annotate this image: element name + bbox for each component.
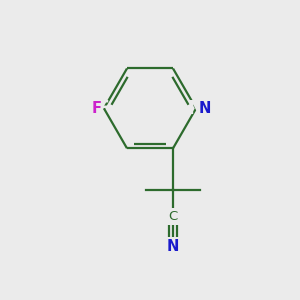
Text: N: N	[198, 101, 211, 116]
Text: F: F	[85, 99, 123, 118]
Text: F: F	[92, 101, 102, 116]
Text: N: N	[175, 99, 217, 118]
Text: N: N	[167, 239, 179, 254]
Text: C: C	[168, 210, 178, 223]
